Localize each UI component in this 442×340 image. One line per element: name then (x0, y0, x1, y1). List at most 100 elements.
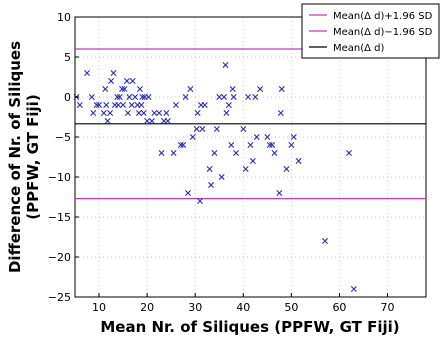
data-point-marker (76, 102, 83, 108)
data-point-marker (257, 86, 264, 92)
data-point-marker (295, 158, 302, 164)
data-point-marker (107, 110, 114, 116)
data-point-marker (110, 70, 117, 76)
data-point-marker (277, 110, 284, 116)
data-point-marker (201, 102, 208, 108)
data-point-marker (249, 158, 256, 164)
data-point-marker (288, 142, 295, 148)
data-point-marker (114, 94, 121, 100)
data-point-marker (230, 94, 237, 100)
data-point-marker (144, 118, 151, 124)
data-point-marker (121, 86, 128, 92)
data-point-marker (253, 134, 260, 140)
data-point-marker (228, 142, 235, 148)
data-point-marker (124, 110, 131, 116)
data-points (73, 62, 357, 292)
data-point-marker (240, 126, 247, 132)
legend-label-mean: Mean(Δ d) (333, 43, 385, 54)
data-point-marker (199, 126, 206, 132)
data-point-marker (223, 110, 230, 116)
data-point-marker (247, 142, 254, 148)
y-tick-label: −10 (48, 171, 71, 184)
data-point-marker (189, 134, 196, 140)
x-tick-labels: 10 20 30 40 50 60 70 (92, 293, 395, 314)
data-point-marker (102, 86, 109, 92)
x-tick-label: 30 (188, 301, 202, 314)
y-tick-label: −15 (48, 211, 71, 224)
data-point-marker (290, 134, 297, 140)
data-point-marker (129, 78, 136, 84)
x-tick-label: 70 (381, 301, 395, 314)
data-point-marker (206, 166, 213, 172)
y-tick-label: 10 (57, 11, 71, 24)
data-point-marker (84, 70, 91, 76)
y-tick-label: −25 (48, 291, 71, 304)
data-point-marker (185, 190, 191, 196)
data-point-marker (123, 78, 130, 84)
data-point-marker (252, 94, 259, 100)
data-point-marker (283, 166, 290, 172)
data-point-marker (218, 174, 225, 180)
data-point-marker (132, 94, 139, 100)
data-point-marker (264, 134, 271, 140)
data-point-marker (278, 86, 285, 92)
data-point-marker (88, 94, 95, 100)
data-point-marker (148, 118, 155, 124)
data-point-marker (346, 150, 353, 156)
data-point-marker (90, 110, 97, 116)
data-point-marker (126, 94, 133, 100)
data-point-marker (115, 102, 122, 108)
data-point-marker (135, 110, 142, 116)
data-point-marker (151, 110, 158, 116)
data-point-marker (187, 86, 194, 92)
data-point-marker (182, 94, 189, 100)
data-point-marker (197, 198, 204, 204)
data-point-marker (164, 118, 171, 124)
data-point-marker (116, 94, 123, 100)
data-point-marker (225, 102, 232, 108)
data-point-marker (96, 102, 103, 108)
x-tick-label: 10 (92, 301, 106, 314)
legend-label-lower-limit: Mean(Δ d)−1.96 SD (333, 27, 433, 38)
x-axis-label: Mean Nr. of Siliques (PPFW, GT Fiji) (100, 318, 399, 336)
data-point-marker (136, 86, 143, 92)
data-point-marker (208, 182, 215, 188)
data-point-marker (139, 94, 146, 100)
data-point-marker (158, 150, 165, 156)
y-axis-label-line1: Difference of Nr. of Siliques (6, 41, 24, 273)
y-tick-labels: 10 5 0 −5 −10 −15 −20 −25 (48, 11, 79, 304)
data-point-marker (276, 190, 283, 196)
x-tick-label: 20 (140, 301, 154, 314)
data-point-marker (350, 286, 357, 292)
data-point-marker (156, 110, 163, 116)
grid-lines (75, 16, 426, 298)
data-point-marker (242, 166, 249, 172)
data-point-marker (170, 150, 177, 156)
data-point-marker (322, 238, 329, 244)
data-point-marker (119, 86, 126, 92)
data-point-marker (140, 110, 147, 116)
data-point-marker (269, 142, 276, 148)
legend: Mean(Δ d)+1.96 SD Mean(Δ d)−1.96 SD Mean… (301, 3, 440, 59)
y-tick-label: 5 (64, 51, 71, 64)
data-point-marker (163, 110, 170, 116)
data-point-marker (93, 102, 100, 108)
data-point-marker (100, 110, 107, 116)
data-point-marker (180, 142, 187, 148)
data-point-marker (172, 102, 179, 108)
data-point-marker (138, 102, 145, 108)
data-point-marker (145, 94, 152, 100)
data-point-marker (193, 126, 200, 132)
y-tick-label: −20 (48, 251, 71, 264)
plot-frame (74, 16, 427, 298)
data-point-marker (221, 94, 228, 100)
data-point-marker (194, 110, 201, 116)
data-point-marker (233, 150, 240, 156)
data-point-marker (128, 102, 135, 108)
x-tick-label: 50 (284, 301, 298, 314)
data-point-marker (211, 150, 218, 156)
data-point-marker (120, 102, 127, 108)
data-point-marker (245, 94, 252, 100)
data-point-marker (229, 86, 236, 92)
